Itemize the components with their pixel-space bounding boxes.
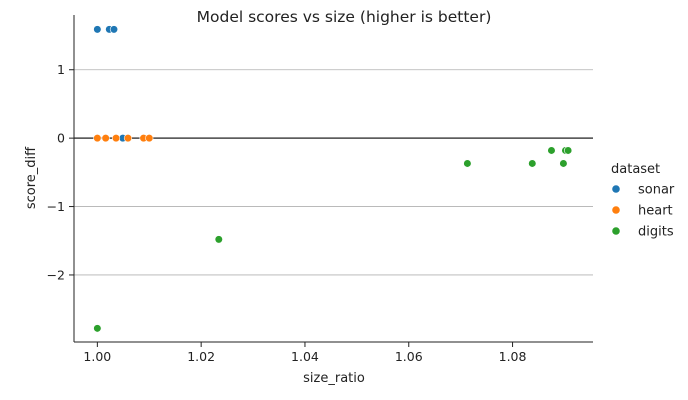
point-digits-5 <box>559 159 568 168</box>
x-ticks: 1.00 1.02 1.04 1.06 1.08 <box>83 342 527 364</box>
y-tick-label-1: 0 <box>57 131 65 146</box>
point-digits-3 <box>528 159 537 168</box>
legend-marker-heart <box>612 206 620 214</box>
point-heart-1 <box>101 134 110 143</box>
point-heart-3 <box>123 134 133 143</box>
y-ticks: 1 0 −1 −2 <box>47 62 74 282</box>
x-tick-label-3: 1.06 <box>395 349 423 364</box>
chart-title: Model scores vs size (higher is better) <box>197 8 492 26</box>
x-tick-label-0: 1.00 <box>83 349 111 364</box>
x-axis-label: size_ratio <box>303 371 365 386</box>
y-tick-label-3: −2 <box>47 267 65 282</box>
legend-label-sonar: sonar <box>638 183 675 198</box>
legend-label-heart: heart <box>638 204 673 219</box>
point-sonar-0 <box>93 25 102 34</box>
point-heart-5 <box>145 134 154 143</box>
data-points <box>93 25 573 333</box>
legend-items: sonar heart digits <box>612 183 675 240</box>
grid-lines <box>74 69 593 276</box>
legend-marker-digits <box>612 227 620 235</box>
y-tick-label-0: 1 <box>57 62 65 77</box>
legend: dataset sonar heart digits <box>611 162 675 240</box>
legend-title: dataset <box>611 162 660 177</box>
point-digits-0 <box>93 324 102 333</box>
axes <box>73 15 593 343</box>
y-tick-label-2: −1 <box>47 199 65 214</box>
x-tick-label-4: 1.08 <box>499 349 527 364</box>
point-heart-0 <box>93 134 102 143</box>
point-heart-2 <box>111 134 121 143</box>
legend-label-digits: digits <box>638 225 674 240</box>
point-digits-4 <box>547 146 556 155</box>
legend-marker-sonar <box>612 185 620 193</box>
point-digits-1 <box>214 235 223 244</box>
y-axis-label: score_diff <box>24 146 39 209</box>
x-tick-label-2: 1.04 <box>291 349 319 364</box>
point-digits-7 <box>563 146 573 155</box>
point-sonar-2 <box>109 25 119 34</box>
point-digits-2 <box>463 159 472 168</box>
x-tick-label-1: 1.02 <box>187 349 215 364</box>
